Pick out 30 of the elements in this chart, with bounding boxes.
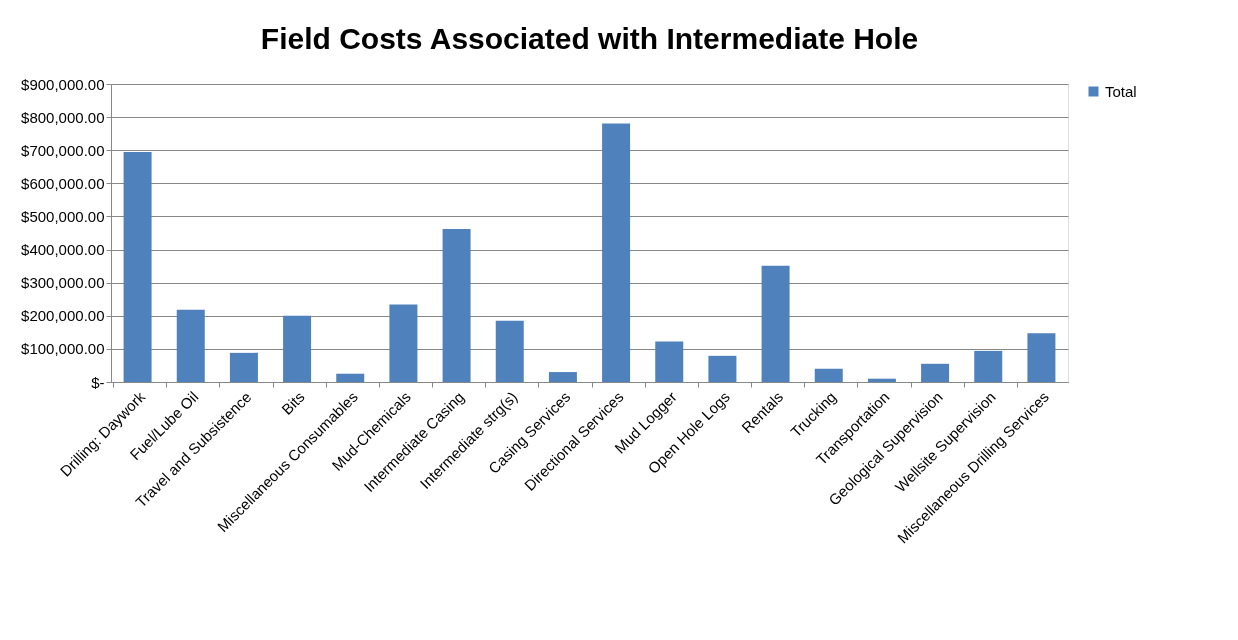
y-tick-label: $200,000.00 [21,307,105,325]
bar [974,350,1003,382]
y-tick-label: $300,000.00 [21,274,105,292]
bar [123,151,152,382]
bar [1027,333,1056,382]
bar [602,123,631,382]
bar [389,304,418,382]
y-tick-label: $600,000.00 [21,174,105,192]
y-tick-label: $800,000.00 [21,108,105,126]
bar [229,352,258,382]
bar [921,363,950,382]
y-tick-label: $500,000.00 [21,207,105,225]
bar [176,309,205,382]
y-tick-label: $- [91,373,105,391]
bar [336,373,365,382]
bar [867,378,896,382]
y-tick-label: $400,000.00 [21,241,105,259]
bar [814,368,843,382]
bar [495,320,524,382]
bar [761,265,790,382]
bar [283,315,312,382]
y-tick-label: $700,000.00 [21,141,105,159]
legend-label: Total [1105,82,1137,100]
y-tick-label: $900,000.00 [21,75,105,93]
bar [548,372,577,382]
bar [442,229,471,382]
bar [708,355,737,382]
y-tick-label: $100,000.00 [21,340,105,358]
bar [655,341,684,382]
chart-title: Field Costs Associated with Intermediate Hole [260,22,919,55]
